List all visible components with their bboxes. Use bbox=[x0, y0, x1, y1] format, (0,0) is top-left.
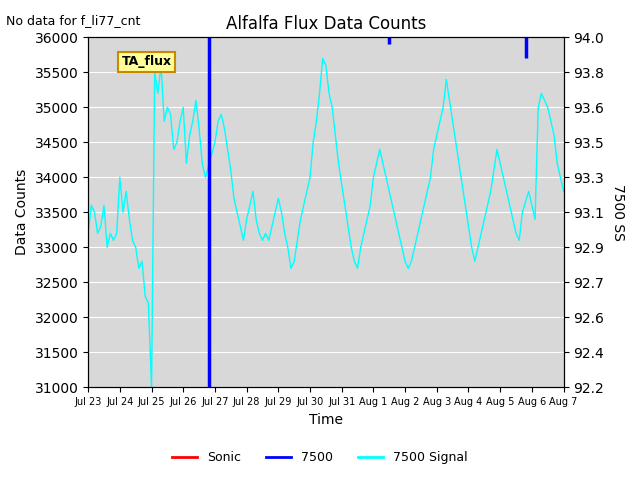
Title: Alfalfa Flux Data Counts: Alfalfa Flux Data Counts bbox=[226, 15, 426, 33]
Legend: Sonic, 7500, 7500 Signal: Sonic, 7500, 7500 Signal bbox=[167, 446, 473, 469]
Y-axis label: Data Counts: Data Counts bbox=[15, 169, 29, 255]
Text: No data for f_li77_cnt: No data for f_li77_cnt bbox=[6, 14, 141, 27]
Y-axis label: 7500 SS: 7500 SS bbox=[611, 184, 625, 241]
X-axis label: Time: Time bbox=[309, 413, 343, 427]
Text: TA_flux: TA_flux bbox=[122, 55, 172, 68]
